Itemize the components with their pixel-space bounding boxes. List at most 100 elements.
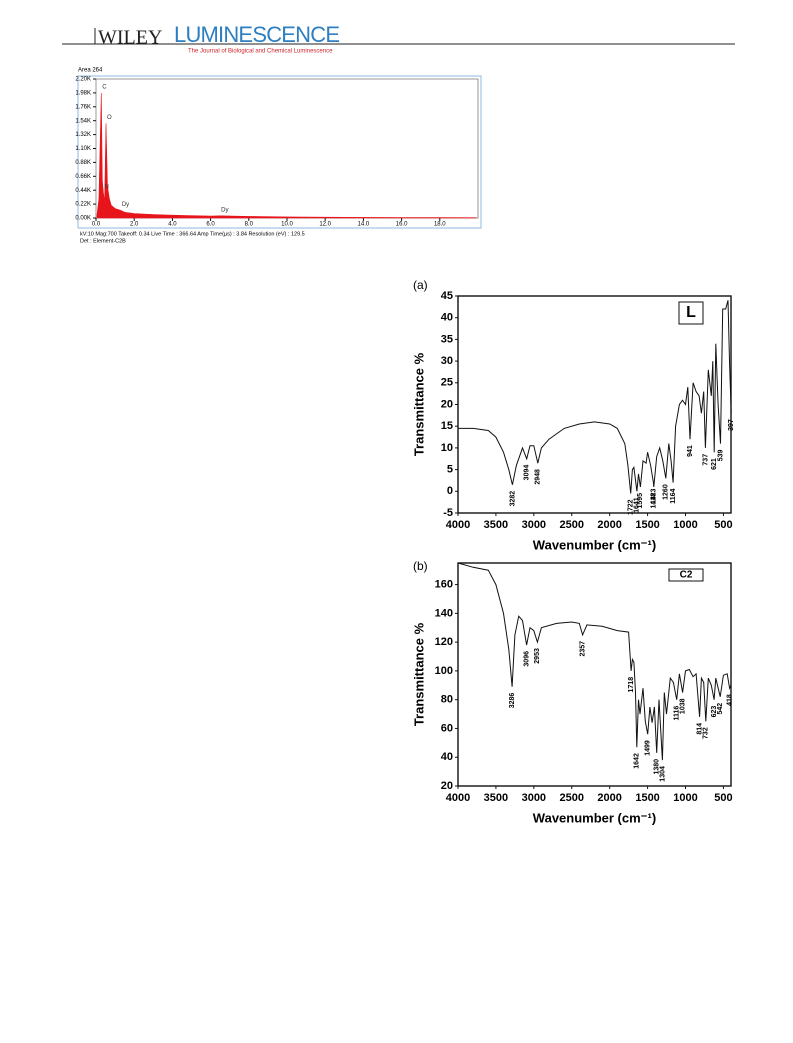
y-tick-label: 5 [447,464,453,476]
x-tick-label: 2000 [597,792,621,804]
peak-label: 623 [711,706,718,718]
y-tick-label: 25 [441,377,453,389]
y-tick-label: 60 [441,722,453,734]
y-tick-label: 20 [441,780,453,792]
peak-label: 941 [687,445,694,457]
peak-label: 1641 [634,497,641,513]
chart-title: Area 264 [78,68,103,74]
x-tick-label: 2.0 [130,222,139,228]
peak-label: 3282 [509,491,516,507]
plot-frame [457,295,732,514]
x-tick-label: 4000 [446,792,470,804]
x-tick-label: 0.0 [92,222,101,228]
journal-name: LUMINESCENCE [174,22,340,47]
x-tick-label: 1500 [635,519,659,531]
x-tick-label: 18.0 [434,222,446,228]
peak-label: 1164 [670,489,677,504]
peak-label: 1722 [628,499,635,515]
plot-frame [95,78,479,219]
peak-label: 1116 [674,706,681,721]
y-tick-label: 40 [441,751,453,763]
x-tick-label: 500 [714,519,732,531]
journal-subtitle: The Journal of Biological and Chemical L… [188,49,333,55]
peak-label: 814 [696,723,703,735]
panel-label: (a) [413,278,428,292]
y-tick-label: 100 [435,665,453,677]
y-tick-label: 2.20K [75,77,91,83]
peak-label: 539 [717,449,724,461]
x-tick-label: 1000 [673,792,697,804]
y-tick-label: 1.98K [75,90,91,96]
peak-label: C [102,84,107,90]
y-tick-label: 0.00K [75,216,91,222]
x-tick-label: 4.0 [168,222,177,228]
peak-label: 1642 [634,753,641,769]
x-tick-label: 16.0 [396,222,408,228]
spectrum-line [457,562,732,761]
peak-label: 3286 [509,693,516,709]
x-tick-label: 3500 [484,519,508,531]
x-axis-label: Wavenumber (cm⁻¹) [533,537,656,552]
y-tick-label: 160 [435,578,453,590]
y-tick-label: 45 [441,290,453,302]
peak-label: 1595 [637,493,644,509]
panel-label: (b) [413,559,428,573]
x-tick-label: 10.0 [281,222,293,228]
peak-label: 621 [711,458,718,470]
peak-label: 1038 [679,698,686,714]
peak-label: 1718 [628,677,635,693]
legend-box [668,568,704,582]
x-tick-label: 6.0 [206,222,215,228]
x-axis-label: Wavenumber (cm⁻¹) [533,810,656,825]
x-tick-label: 2500 [560,519,584,531]
x-tick-label: 3000 [522,519,546,531]
peak-label: 2953 [534,648,541,664]
peak-label: 3096 [523,651,530,667]
y-tick-label: 35 [441,333,453,345]
peak-label: 1380 [654,759,661,775]
x-tick-label: 3000 [522,792,546,804]
y-tick-label: 0.44K [75,188,91,194]
peak-label: 1423 [650,489,657,505]
x-tick-label: 3500 [484,792,508,804]
legend-label: C2 [680,570,693,581]
x-tick-label: 1500 [635,792,659,804]
x-tick-label: 8.0 [245,222,254,228]
y-tick-label: 0.66K [75,174,91,180]
x-tick-label: 1000 [673,519,697,531]
y-tick-label: 10 [441,442,453,454]
y-tick-label: 15 [441,420,453,432]
y-tick-label: -5 [443,507,453,519]
peak-label: 2357 [579,641,586,657]
y-tick-label: 1.10K [75,146,91,152]
peak-label: 542 [717,703,724,715]
peak-label: 1304 [659,766,666,782]
y-tick-label: 20 [441,398,453,410]
peak-label: 1499 [645,740,652,756]
y-tick-label: 30 [441,355,453,367]
y-tick-label: 0.88K [75,160,91,166]
x-tick-label: 12.0 [319,222,331,228]
footer-text: kV:10 Mag:700 Takeoff: 0.34 Live Time : … [80,231,305,237]
footer-text: Det : Element-C2B [80,238,126,244]
plot-frame [457,562,732,787]
x-tick-label: 500 [714,792,732,804]
x-tick-label: 4000 [446,519,470,531]
peak-label: Dy [221,207,228,213]
y-tick-label: 40 [441,312,453,324]
y-tick-label: 0.22K [75,202,91,208]
y-axis-label: Transmittance % [411,352,426,456]
y-tick-label: 120 [435,636,453,648]
peak-label: 1260 [663,484,670,500]
peak-label: 3094 [524,465,531,481]
peak-label: 418 [726,694,733,706]
x-tick-label: 2500 [560,792,584,804]
peak-label: Dy [122,202,129,208]
publisher: WILEY [98,27,162,49]
legend-label: L [686,304,696,321]
legend-box [678,301,704,325]
peak-label: 732 [703,727,710,739]
peak-label: 397 [728,419,735,431]
